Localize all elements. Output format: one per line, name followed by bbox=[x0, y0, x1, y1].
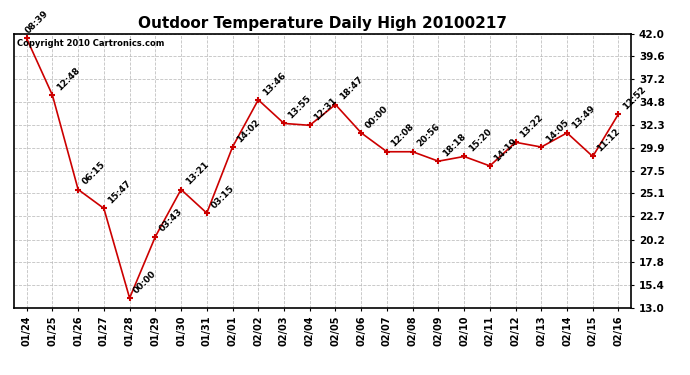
Text: 11:12: 11:12 bbox=[595, 127, 622, 154]
Text: 13:22: 13:22 bbox=[518, 113, 544, 140]
Text: 13:55: 13:55 bbox=[286, 94, 313, 121]
Text: 14:19: 14:19 bbox=[493, 136, 519, 163]
Text: 12:08: 12:08 bbox=[389, 122, 416, 149]
Text: 06:15: 06:15 bbox=[81, 160, 107, 187]
Text: 12:52: 12:52 bbox=[621, 84, 648, 111]
Text: Copyright 2010 Cartronics.com: Copyright 2010 Cartronics.com bbox=[17, 39, 164, 48]
Text: 18:18: 18:18 bbox=[441, 132, 468, 158]
Text: 14:05: 14:05 bbox=[544, 118, 571, 144]
Text: 13:46: 13:46 bbox=[261, 70, 288, 97]
Text: 13:49: 13:49 bbox=[570, 103, 596, 130]
Text: 18:47: 18:47 bbox=[338, 75, 365, 102]
Text: 03:43: 03:43 bbox=[158, 207, 184, 234]
Text: 12:48: 12:48 bbox=[55, 66, 81, 92]
Text: 20:56: 20:56 bbox=[415, 122, 442, 149]
Text: 12:31: 12:31 bbox=[313, 96, 339, 123]
Text: 15:20: 15:20 bbox=[466, 127, 493, 154]
Text: 13:21: 13:21 bbox=[184, 160, 210, 187]
Title: Outdoor Temperature Daily High 20100217: Outdoor Temperature Daily High 20100217 bbox=[138, 16, 507, 31]
Text: 14:02: 14:02 bbox=[235, 118, 262, 144]
Text: 03:15: 03:15 bbox=[209, 184, 236, 210]
Text: 00:00: 00:00 bbox=[132, 269, 159, 295]
Text: 00:00: 00:00 bbox=[364, 104, 390, 130]
Text: 08:39: 08:39 bbox=[24, 9, 50, 36]
Text: 15:47: 15:47 bbox=[106, 179, 133, 206]
